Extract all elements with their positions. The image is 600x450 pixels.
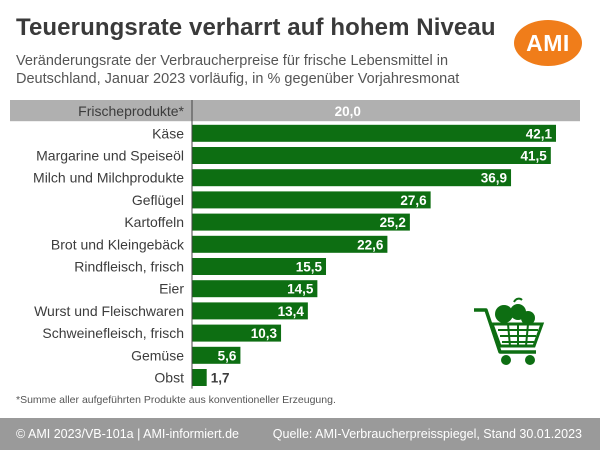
chart-title: Teuerungsrate verharrt auf hohem Niveau xyxy=(16,14,496,41)
category-label: Brot und Kleingebäck xyxy=(51,236,185,252)
footer-bar: © AMI 2023/VB-101a | AMI-informiert.de Q… xyxy=(0,418,600,450)
bar xyxy=(192,258,327,275)
bar xyxy=(192,369,207,386)
bar xyxy=(192,235,388,253)
value-label: 13,4 xyxy=(278,304,305,319)
footer-source: Quelle: AMI-Verbraucherpreisspiegel, Sta… xyxy=(272,427,582,441)
category-label: Gemüse xyxy=(131,347,184,363)
value-label: 36,9 xyxy=(481,171,507,186)
bar xyxy=(192,102,365,120)
bar xyxy=(192,280,318,298)
category-label: Wurst und Fleischwaren xyxy=(34,303,184,319)
category-label: Geflügel xyxy=(132,192,184,208)
ami-logo: AMI xyxy=(514,20,582,66)
value-label: 22,6 xyxy=(357,237,384,252)
bar xyxy=(192,147,551,164)
category-label: Rindfleisch, frisch xyxy=(74,259,184,275)
value-label: 27,6 xyxy=(400,193,427,208)
category-label: Schweinefleisch, frisch xyxy=(42,325,184,341)
shopping-cart-icon xyxy=(474,297,545,365)
bar xyxy=(192,213,410,231)
category-label: Milch und Milchprodukte xyxy=(33,170,184,186)
value-label: 25,2 xyxy=(380,215,406,230)
bar xyxy=(192,302,308,320)
category-label: Obst xyxy=(154,370,184,386)
footer-copyright: © AMI 2023/VB-101a | AMI-informiert.de xyxy=(16,427,239,441)
value-label: 20,0 xyxy=(335,104,361,119)
bar xyxy=(192,169,512,187)
bar xyxy=(192,324,282,342)
value-label: 10,3 xyxy=(251,326,278,341)
footnote: *Summe aller aufgeführten Produkte aus k… xyxy=(16,394,336,406)
value-label: 14,5 xyxy=(287,282,314,297)
bar-chart: Frischeprodukte* 20,0 Käse 42,1 Margarine un… xyxy=(10,100,580,389)
value-label: 5,6 xyxy=(218,348,237,363)
value-label: 42,1 xyxy=(526,126,553,141)
value-label: 41,5 xyxy=(521,149,548,164)
category-label: Kartoffeln xyxy=(124,214,184,230)
bar xyxy=(192,346,241,364)
chart-subtitle: Veränderungsrate der Verbraucherpreise f… xyxy=(16,53,460,87)
category-label: Margarine und Speiseöl xyxy=(36,148,184,164)
category-label: Eier xyxy=(159,281,184,297)
bar xyxy=(192,124,556,142)
category-label: Frischeprodukte* xyxy=(78,103,184,119)
value-label: 15,5 xyxy=(296,260,323,275)
bar xyxy=(192,191,431,209)
value-label: 1,7 xyxy=(211,371,230,386)
category-label: Käse xyxy=(152,125,184,141)
